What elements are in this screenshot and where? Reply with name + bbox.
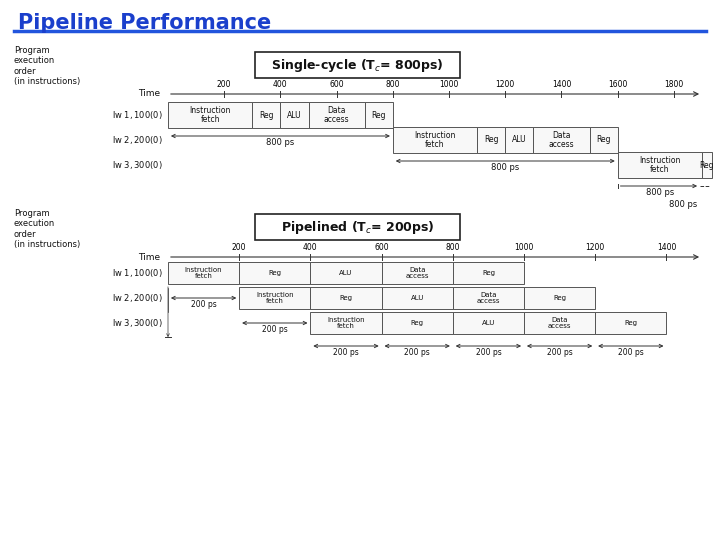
Text: 200 ps: 200 ps — [546, 348, 572, 357]
Bar — [310, 262, 382, 284]
Text: 1800: 1800 — [665, 80, 683, 89]
Text: Instruction
fetch: Instruction fetch — [256, 292, 294, 304]
Bar — [382, 312, 453, 334]
Text: lw $3, 300($0): lw $3, 300($0) — [112, 317, 163, 329]
Text: lw $3, 300($0): lw $3, 300($0) — [112, 159, 163, 171]
Text: Program
execution
order
(in instructions): Program execution order (in instructions… — [14, 46, 80, 86]
Text: Instruction
fetch: Instruction fetch — [189, 106, 231, 124]
Text: Instruction
fetch: Instruction fetch — [327, 317, 365, 329]
Bar — [590, 127, 618, 153]
Text: Program
execution
order
(in instructions): Program execution order (in instructions… — [14, 209, 80, 249]
Text: ALU: ALU — [287, 111, 302, 119]
Text: Pipeline Performance: Pipeline Performance — [18, 13, 271, 33]
Bar — [280, 102, 309, 128]
Text: Reg: Reg — [700, 160, 714, 170]
Bar — [595, 312, 667, 334]
Bar — [382, 262, 453, 284]
Text: Data
access: Data access — [405, 267, 429, 279]
Bar — [524, 287, 595, 309]
Text: Reg: Reg — [482, 270, 495, 276]
Text: Instruction
fetch: Instruction fetch — [185, 267, 222, 279]
Bar — [477, 127, 505, 153]
Text: Single-cycle (T$_c$= 800ps): Single-cycle (T$_c$= 800ps) — [271, 57, 444, 73]
Bar — [453, 312, 524, 334]
Text: 800: 800 — [386, 80, 400, 89]
Text: 1000: 1000 — [439, 80, 459, 89]
Text: 800 ps: 800 ps — [266, 138, 294, 147]
Text: 200 ps: 200 ps — [191, 300, 217, 309]
Bar — [618, 152, 702, 178]
Text: 600: 600 — [329, 80, 344, 89]
Bar — [365, 102, 393, 128]
Text: Reg: Reg — [596, 136, 611, 145]
Text: 800 ps: 800 ps — [646, 188, 674, 197]
Bar — [453, 262, 524, 284]
Text: Reg: Reg — [259, 111, 274, 119]
Text: Reg: Reg — [553, 295, 566, 301]
Text: Instruction
fetch: Instruction fetch — [639, 156, 680, 174]
Text: lw $2, 200($0): lw $2, 200($0) — [112, 134, 163, 146]
Bar — [239, 262, 310, 284]
Text: 800 ps: 800 ps — [669, 200, 697, 209]
Text: Reg: Reg — [410, 320, 423, 326]
Text: 200 ps: 200 ps — [475, 348, 501, 357]
Bar — [168, 102, 252, 128]
Text: lw $1, 100($0): lw $1, 100($0) — [112, 267, 163, 279]
Text: Data
access: Data access — [477, 292, 500, 304]
Text: 400: 400 — [273, 80, 288, 89]
Bar — [255, 52, 460, 78]
Text: Reg: Reg — [372, 111, 386, 119]
Text: lw $1, 100($0): lw $1, 100($0) — [112, 109, 163, 121]
Bar — [252, 102, 280, 128]
Text: 1600: 1600 — [608, 80, 627, 89]
Bar — [524, 312, 595, 334]
Text: 200 ps: 200 ps — [333, 348, 359, 357]
Text: ALU: ALU — [482, 320, 495, 326]
Text: 1200: 1200 — [495, 80, 515, 89]
Text: Pipelined (T$_c$= 200ps): Pipelined (T$_c$= 200ps) — [281, 219, 434, 235]
Bar — [534, 127, 590, 153]
Text: Reg: Reg — [269, 270, 282, 276]
Text: ALU: ALU — [512, 136, 526, 145]
Text: Data
access: Data access — [549, 131, 575, 150]
Text: 1000: 1000 — [514, 243, 534, 252]
Text: 400: 400 — [303, 243, 318, 252]
Text: 600: 600 — [374, 243, 389, 252]
Bar — [309, 102, 365, 128]
Bar — [453, 287, 524, 309]
Text: Data
access: Data access — [324, 106, 349, 124]
Text: ALU: ALU — [339, 270, 353, 276]
Bar — [310, 287, 382, 309]
Text: 200 ps: 200 ps — [405, 348, 430, 357]
Text: Data
access: Data access — [548, 317, 572, 329]
Text: ALU: ALU — [410, 295, 424, 301]
Text: Time: Time — [138, 90, 160, 98]
Text: Reg: Reg — [340, 295, 353, 301]
Bar — [168, 262, 239, 284]
Bar — [382, 287, 453, 309]
Text: 1400: 1400 — [657, 243, 676, 252]
Text: Reg: Reg — [484, 136, 498, 145]
Bar — [310, 312, 382, 334]
Text: 1400: 1400 — [552, 80, 571, 89]
Bar — [239, 287, 310, 309]
Text: 200 ps: 200 ps — [262, 325, 288, 334]
Text: 800: 800 — [446, 243, 460, 252]
Text: 200 ps: 200 ps — [618, 348, 644, 357]
Bar — [255, 214, 460, 240]
Text: Instruction
fetch: Instruction fetch — [414, 131, 456, 150]
Bar — [702, 152, 712, 178]
Bar — [505, 127, 534, 153]
Text: lw $2, 200($0): lw $2, 200($0) — [112, 292, 163, 304]
Text: 200: 200 — [217, 80, 231, 89]
Text: 200: 200 — [232, 243, 246, 252]
Text: 800 ps: 800 ps — [491, 163, 519, 172]
Bar — [393, 127, 477, 153]
Text: Time: Time — [138, 253, 160, 261]
Text: Reg: Reg — [624, 320, 637, 326]
Text: 1200: 1200 — [585, 243, 605, 252]
